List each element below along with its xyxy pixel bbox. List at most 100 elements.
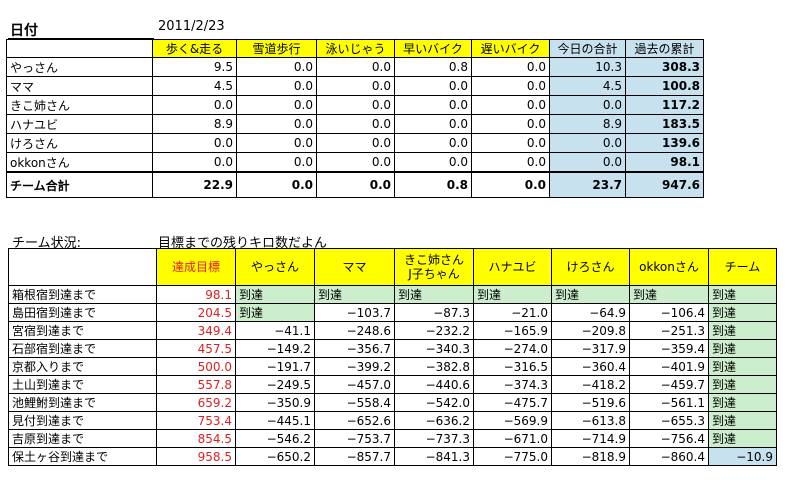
summary-row: ママ 4.5 0.0 0.0 0.0 0.0 4.5 100.8	[6, 76, 704, 96]
remaining-cell: −737.3	[394, 429, 474, 448]
summary-cell: 4.5	[549, 76, 626, 96]
participant-name: やっさん	[6, 57, 153, 77]
milestone-target: 557.8	[156, 375, 236, 394]
remaining-cell: −671.0	[473, 429, 552, 448]
milestone-name: 京都入りまで	[8, 357, 157, 376]
milestone-name: 石部宿到達まで	[8, 339, 157, 358]
remaining-cell: −636.2	[394, 411, 474, 430]
remaining-cell: −818.9	[551, 447, 630, 466]
summary-cell: 0.0	[471, 152, 550, 173]
summary-cell: 117.2	[625, 95, 704, 115]
milestone-name: 池鯉鮒到達まで	[8, 393, 157, 412]
summary-cell: 0.0	[316, 133, 395, 153]
remaining-cell: −440.6	[394, 375, 474, 394]
summary-cell: 0.0	[394, 133, 472, 153]
remaining-cell: −613.8	[551, 411, 630, 430]
remaining-cell: −249.5	[235, 375, 315, 394]
summary-row: okkonさん 0.0 0.0 0.0 0.0 0.0 0.0 98.1	[6, 152, 704, 173]
summary-cell: 9.5	[152, 57, 237, 77]
remaining-cell: −382.8	[394, 357, 474, 376]
participant-name: きこ姉さん	[6, 95, 153, 115]
summary-column-header: 雪道歩行	[236, 39, 317, 58]
summary-cell: 0.0	[471, 76, 550, 96]
reached-cell: 到達	[708, 375, 777, 394]
summary-cell: 308.3	[625, 57, 704, 77]
progress-column-header: okkonさん	[629, 248, 709, 286]
milestone-name: 保土ヶ谷到達まで	[8, 447, 157, 466]
summary-column-header: 泳いじゃう	[316, 39, 395, 58]
summary-cell: 0.0	[236, 95, 317, 115]
remaining-cell: −655.3	[629, 411, 709, 430]
milestone-target: 500.0	[156, 357, 236, 376]
remaining-cell: −251.3	[629, 321, 709, 340]
remaining-cell: −191.7	[235, 357, 315, 376]
remaining-cell: −340.3	[394, 339, 474, 358]
reached-cell: 到達	[394, 285, 474, 304]
reached-cell: 到達	[708, 321, 777, 340]
progress-column-header: けろさん	[551, 248, 630, 286]
summary-cell: 4.5	[152, 76, 237, 96]
remaining-cell: −106.4	[629, 303, 709, 322]
team-total-cell: 23.7	[549, 171, 626, 198]
summary-cell: 0.0	[394, 152, 472, 173]
reached-cell: 到達	[708, 339, 777, 358]
participant-name: okkonさん	[6, 152, 153, 173]
remaining-cell: −21.0	[473, 303, 552, 322]
milestone-name: 見付到達まで	[8, 411, 157, 430]
summary-column-header: 過去の累計	[625, 39, 704, 58]
summary-table: 歩く&走る 雪道歩行 泳いじゃう 早いバイク 遅いバイク 今日の合計 過去の累計 やっさん 9.…	[6, 39, 704, 198]
remaining-cell: −232.2	[394, 321, 474, 340]
reached-cell: 到達	[708, 393, 777, 412]
summary-cell: 0.0	[152, 95, 237, 115]
milestone-target: 753.4	[156, 411, 236, 430]
summary-cell: 0.0	[471, 114, 550, 134]
reached-cell: 到達	[314, 285, 395, 304]
milestone-target: 659.2	[156, 393, 236, 412]
progress-column-header: きこ姉さん J子ちゃん	[394, 248, 474, 286]
team-total-cell: 0.0	[236, 171, 317, 198]
summary-cell: 98.1	[625, 152, 704, 173]
progress-column-header	[8, 248, 157, 286]
remaining-cell: −756.4	[629, 429, 709, 448]
milestone-name: 吉原到達まで	[8, 429, 157, 448]
remaining-cell: −64.9	[551, 303, 630, 322]
remaining-cell: −475.7	[473, 393, 552, 412]
remaining-cell: −316.5	[473, 357, 552, 376]
team-total-cell: 0.0	[316, 171, 395, 198]
reached-cell: 到達	[551, 285, 630, 304]
remaining-cell: −857.7	[314, 447, 395, 466]
remaining-cell: −248.6	[314, 321, 395, 340]
team-total-cell: 0.8	[394, 171, 472, 198]
milestone-target: 204.5	[156, 303, 236, 322]
summary-cell: 0.0	[236, 57, 317, 77]
reached-cell: 到達	[629, 285, 709, 304]
summary-cell: 10.3	[549, 57, 626, 77]
remaining-cell: −401.9	[629, 357, 709, 376]
summary-corner-cell	[6, 39, 153, 58]
milestone-target: 958.5	[156, 447, 236, 466]
milestone-row: 箱根宿到達まで 98.1 到達 到達 到達 到達 到達 到達 到達	[8, 285, 777, 304]
progress-header-row: 達成目標 やっさん ママ きこ姉さん J子ちゃん ハナユビ けろさん okkonさん チーム	[8, 248, 777, 286]
participant-name: ハナユビ	[6, 114, 153, 134]
remaining-cell: −41.1	[235, 321, 315, 340]
remaining-cell: −360.4	[551, 357, 630, 376]
summary-cell: 0.0	[152, 133, 237, 153]
remaining-cell: −457.0	[314, 375, 395, 394]
remaining-cell: −356.7	[314, 339, 395, 358]
reached-cell: 到達	[708, 429, 777, 448]
remaining-cell: −317.9	[551, 339, 630, 358]
summary-cell: 183.5	[625, 114, 704, 134]
milestone-row: 見付到達まで 753.4 −445.1 −652.6 −636.2 −569.9 −613.…	[8, 411, 777, 430]
remaining-cell: −165.9	[473, 321, 552, 340]
remaining-cell: −542.0	[394, 393, 474, 412]
team-total-cell: 22.9	[152, 171, 237, 198]
summary-cell: 0.0	[236, 133, 317, 153]
team-total-label: チーム合計	[6, 171, 153, 198]
reached-cell: 到達	[708, 285, 777, 304]
summary-cell: 0.0	[394, 76, 472, 96]
remaining-cell: −652.6	[314, 411, 395, 430]
remaining-cell: −350.9	[235, 393, 315, 412]
summary-cell: 0.0	[549, 152, 626, 173]
date-label: 日付	[10, 23, 38, 39]
milestone-row: 島田宿到達まで 204.5 到達 −103.7 −87.3 −21.0 −64.9 −106.…	[8, 303, 777, 322]
